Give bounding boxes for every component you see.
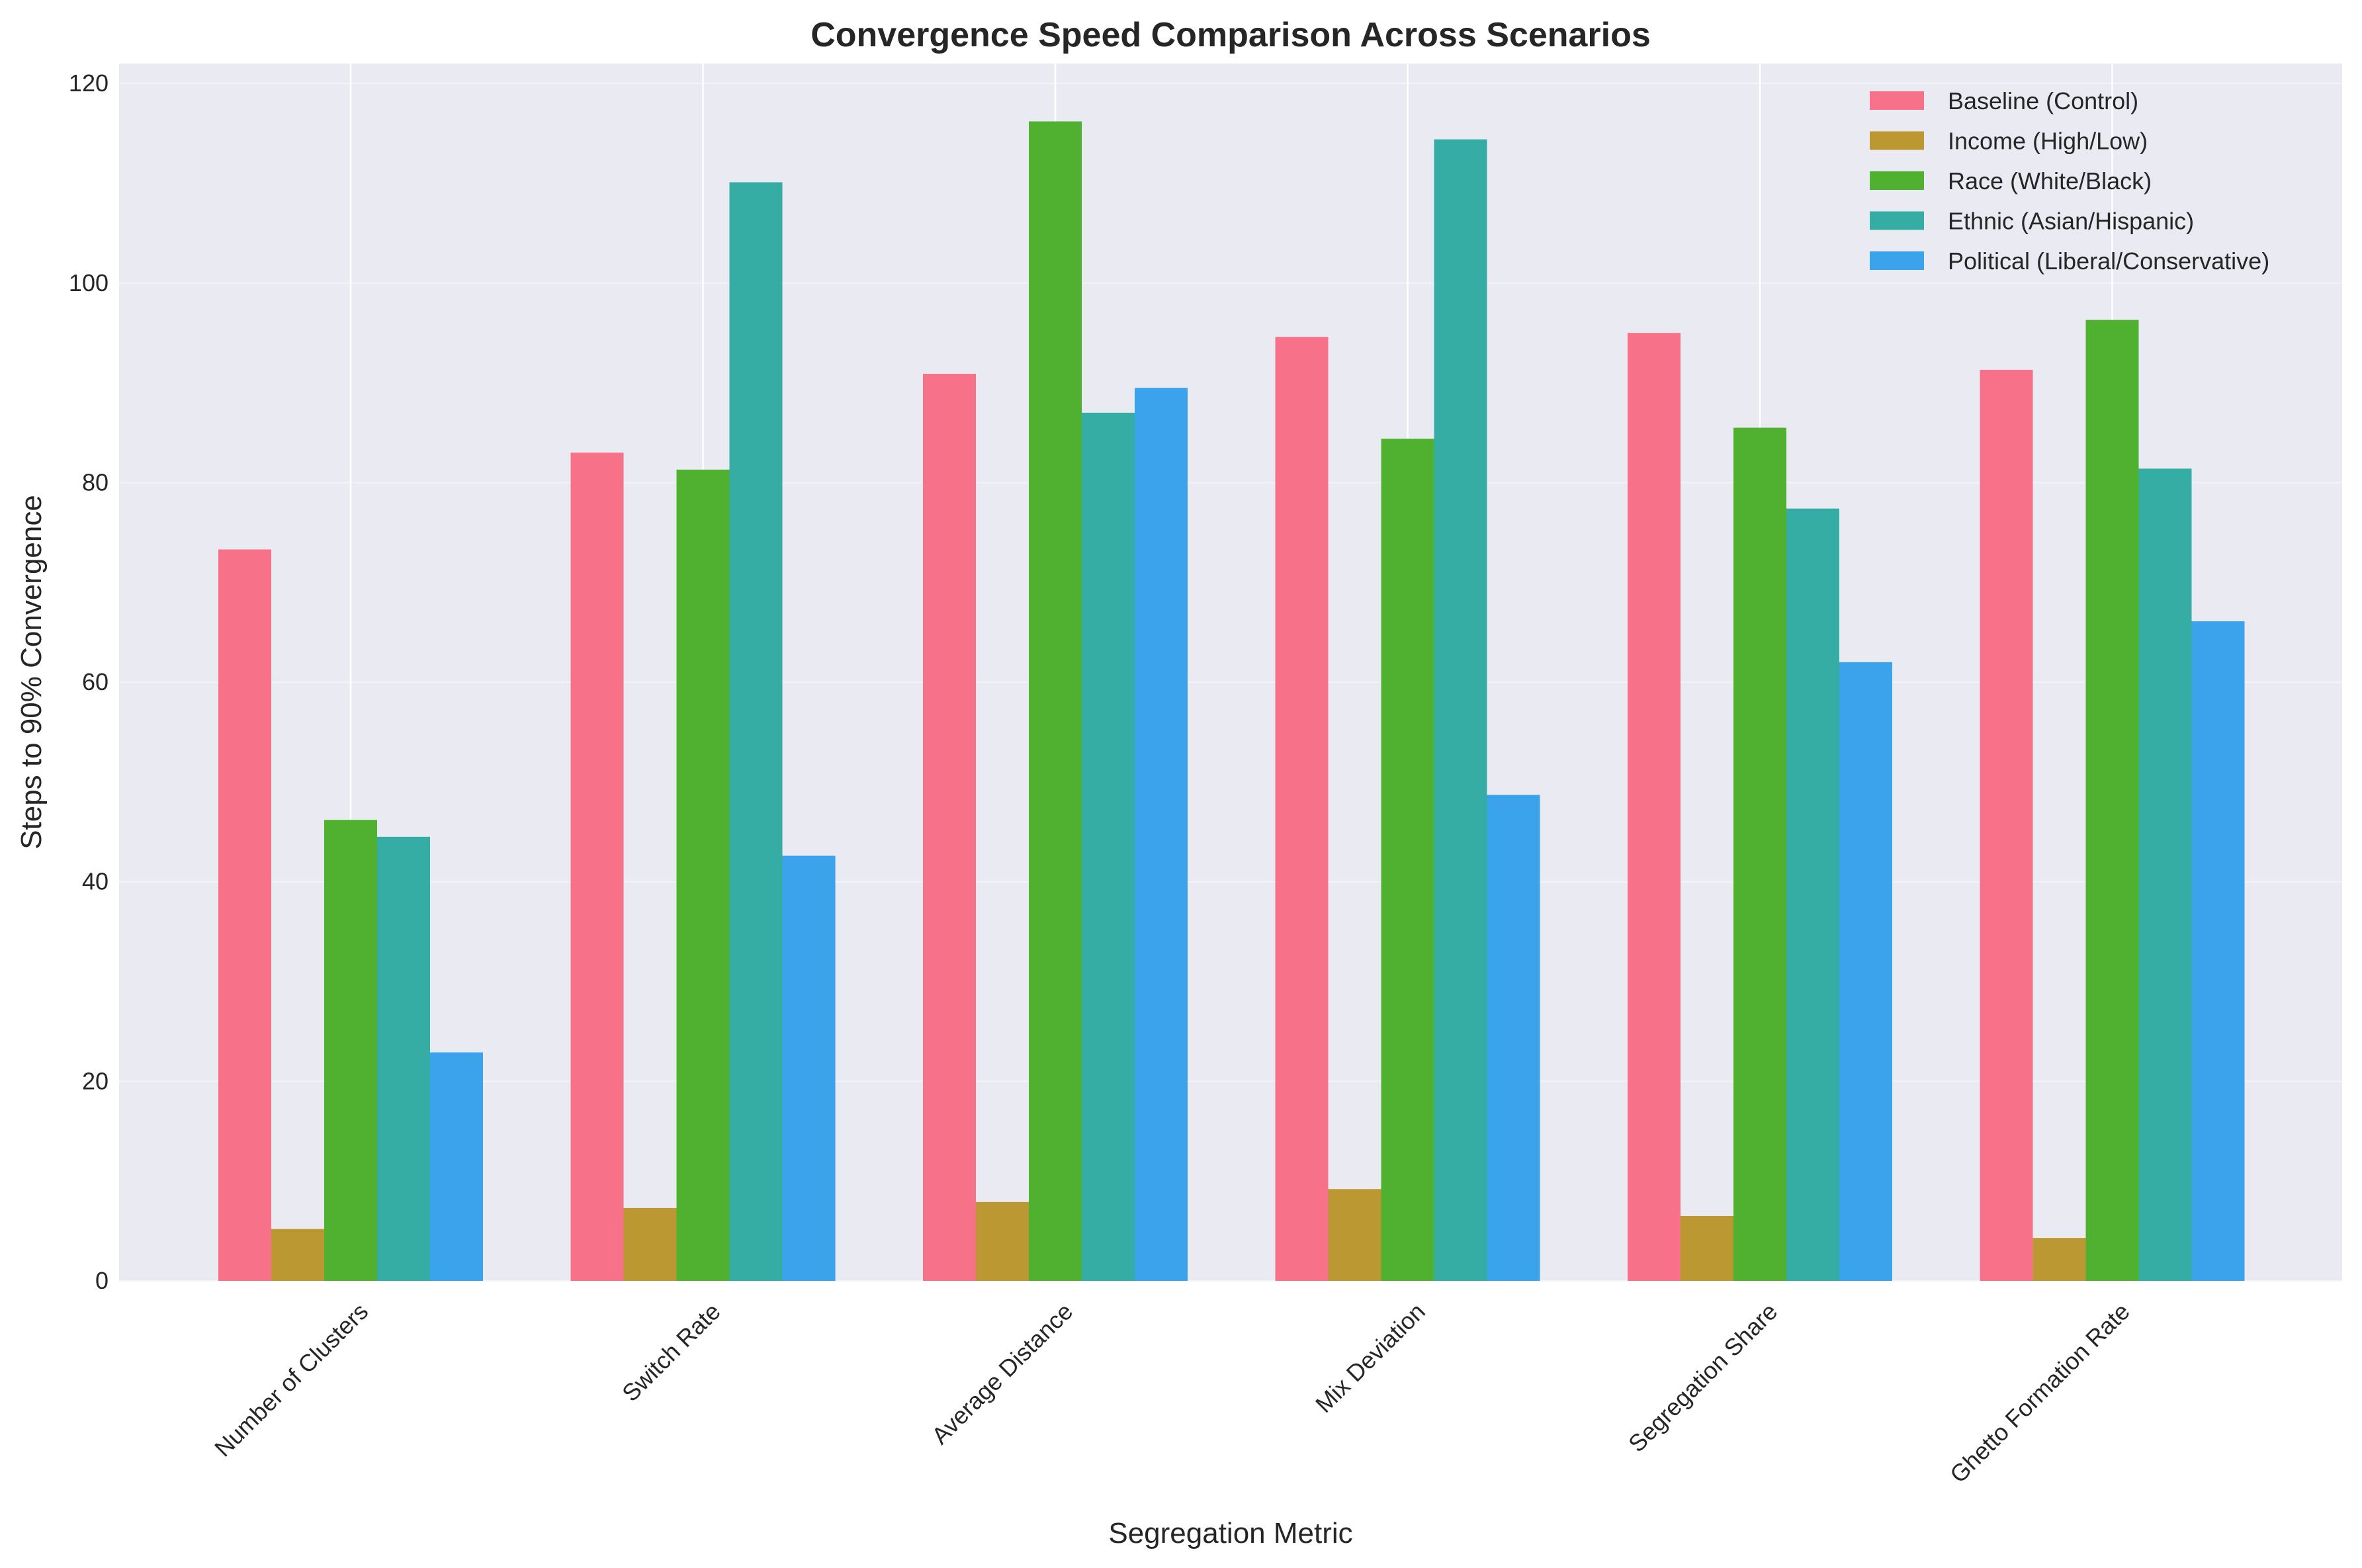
bar xyxy=(1786,508,1839,1281)
legend-label: Ethnic (Asian/Hispanic) xyxy=(1948,208,2194,235)
bar xyxy=(923,374,976,1281)
bar xyxy=(1275,337,1329,1282)
x-axis-label: Segregation Metric xyxy=(1108,1517,1352,1549)
legend-label: Political (Liberal/Conservative) xyxy=(1948,247,2269,275)
legend-label: Baseline (Control) xyxy=(1948,87,2138,114)
bar xyxy=(1082,412,1135,1281)
legend: Baseline (Control) Income (High/Low) Race … xyxy=(1870,87,2269,275)
bar-series xyxy=(218,333,2033,1282)
legend-label: Income (High/Low) xyxy=(1948,128,2148,155)
bar xyxy=(2138,468,2192,1281)
bar xyxy=(1135,388,1188,1281)
bar xyxy=(570,453,624,1281)
x-axis-ticks: Number of Clusters Switch Rate Average Dis… xyxy=(209,1297,2135,1488)
bar-series xyxy=(377,139,2192,1282)
x-tick-label: Average Distance xyxy=(926,1297,1078,1449)
bars xyxy=(218,121,2245,1282)
legend-swatch xyxy=(1870,251,1924,270)
bar xyxy=(324,820,377,1281)
y-axis-label: Steps to 90% Convergence xyxy=(15,495,48,849)
bar xyxy=(1628,333,1681,1281)
y-tick-label: 100 xyxy=(69,269,109,296)
bar xyxy=(1839,662,1892,1281)
x-tick-label: Segregation Share xyxy=(1623,1297,1782,1457)
legend-swatch xyxy=(1870,171,1924,190)
bar xyxy=(1681,1215,1733,1281)
bar xyxy=(2085,320,2139,1281)
bar xyxy=(2191,621,2245,1281)
bar xyxy=(623,1207,677,1281)
bar xyxy=(377,836,430,1281)
legend-item: Income (High/Low) xyxy=(1870,128,2148,155)
legend-item: Ethnic (Asian/Hispanic) xyxy=(1870,208,2194,235)
y-tick-label: 120 xyxy=(69,69,109,97)
bar xyxy=(976,1201,1029,1281)
bar xyxy=(430,1052,483,1281)
bar xyxy=(1381,439,1434,1281)
bar xyxy=(1029,121,1082,1282)
bar xyxy=(271,1229,324,1281)
y-tick-label: 20 xyxy=(82,1067,109,1094)
legend-item: Race (White/Black) xyxy=(1870,167,2152,195)
y-tick-label: 0 xyxy=(95,1267,109,1294)
bar xyxy=(676,469,730,1281)
bar xyxy=(782,855,836,1281)
x-tick-label: Ghetto Formation Rate xyxy=(1945,1297,2135,1488)
x-tick-label: Number of Clusters xyxy=(209,1297,373,1461)
x-tick-label: Mix Deviation xyxy=(1310,1297,1430,1418)
bar xyxy=(1980,370,2033,1282)
bar-series xyxy=(271,1189,2086,1281)
legend-item: Political (Liberal/Conservative) xyxy=(1870,247,2269,275)
legend-swatch xyxy=(1870,131,1924,150)
bar xyxy=(729,182,783,1282)
y-tick-label: 80 xyxy=(82,468,109,496)
bar xyxy=(1328,1189,1381,1281)
y-axis-ticks: 0 20 40 60 80 100 120 xyxy=(69,69,109,1294)
bar xyxy=(1434,139,1487,1282)
bar-series xyxy=(430,388,2245,1281)
y-tick-label: 40 xyxy=(82,868,109,895)
bar xyxy=(1487,795,1540,1281)
legend-swatch xyxy=(1870,91,1924,110)
bar xyxy=(2033,1238,2086,1281)
bar xyxy=(218,549,271,1281)
legend-label: Race (White/Black) xyxy=(1948,167,2152,195)
x-tick-label: Switch Rate xyxy=(617,1297,726,1407)
bar-series xyxy=(324,121,2139,1282)
legend-swatch xyxy=(1870,211,1924,230)
legend-item: Baseline (Control) xyxy=(1870,87,2138,114)
y-tick-label: 60 xyxy=(82,668,109,695)
bar xyxy=(1733,427,1786,1281)
chart-title: Convergence Speed Comparison Across Scen… xyxy=(810,16,1651,54)
plot-area xyxy=(119,64,2342,1281)
